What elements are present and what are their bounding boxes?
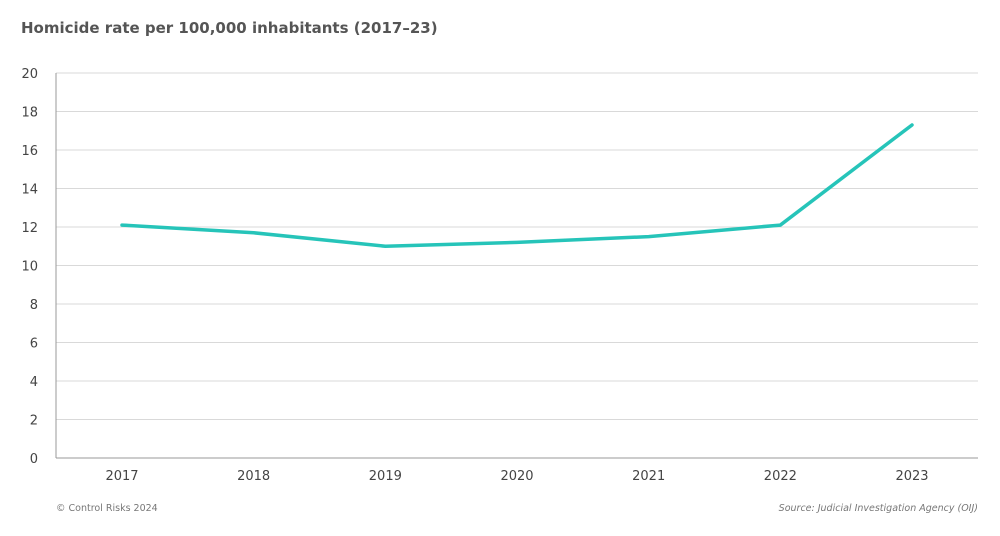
y-tick-label: 16 (21, 144, 38, 159)
x-tick-label: 2020 (500, 469, 533, 484)
y-tick-label: 20 (21, 67, 38, 82)
y-tick-label: 8 (30, 298, 38, 313)
copyright-note: © Control Risks 2024 (56, 503, 158, 514)
y-tick-label: 4 (30, 375, 38, 390)
x-tick-label: 2022 (764, 469, 797, 484)
y-tick-label: 18 (21, 106, 38, 121)
y-tick-label: 0 (30, 452, 38, 467)
x-tick-label: 2021 (632, 469, 665, 484)
x-tick-label: 2023 (895, 469, 928, 484)
y-tick-label: 2 (30, 414, 38, 429)
x-tick-label: 2019 (369, 469, 402, 484)
x-tick-label: 2017 (105, 469, 138, 484)
y-tick-label: 10 (21, 260, 38, 275)
x-tick-label: 2018 (237, 469, 270, 484)
y-tick-label: 14 (21, 183, 38, 198)
chart-title: Homicide rate per 100,000 inhabitants (2… (21, 19, 438, 37)
source-note: Source: Judicial Investigation Agency (O… (778, 503, 978, 514)
y-tick-label: 12 (21, 221, 38, 236)
y-tick-label: 6 (30, 337, 38, 352)
series-line (120, 123, 914, 248)
